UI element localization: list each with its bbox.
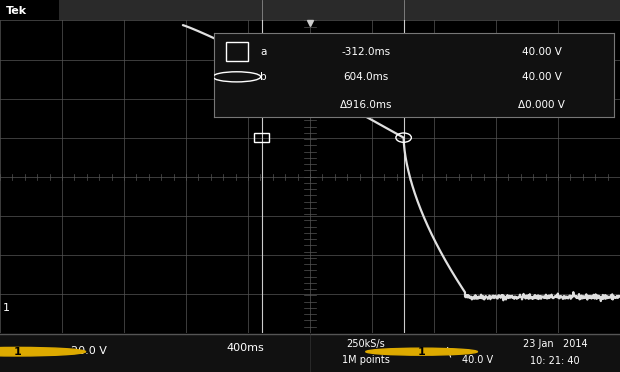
Text: 1: 1 — [14, 347, 21, 357]
Text: 23 Jan   2014: 23 Jan 2014 — [523, 339, 587, 349]
Circle shape — [0, 347, 86, 356]
Bar — [499, 334, 620, 372]
Text: \: \ — [448, 346, 451, 359]
Text: 20.0 V: 20.0 V — [71, 346, 107, 356]
Circle shape — [366, 348, 477, 355]
Text: 40.00 V: 40.00 V — [522, 46, 562, 57]
Text: a: a — [260, 46, 266, 57]
Bar — [254, 133, 269, 142]
Text: 40.0 V: 40.0 V — [462, 355, 493, 365]
Bar — [0, 334, 245, 372]
Text: 250kS/s: 250kS/s — [347, 339, 385, 349]
Text: Δ916.0ms: Δ916.0ms — [340, 100, 392, 110]
Text: b: b — [260, 72, 267, 82]
Text: 1M points: 1M points — [342, 355, 390, 365]
Text: b: b — [400, 7, 407, 17]
Text: 1: 1 — [418, 347, 425, 357]
Text: 10: 21: 40: 10: 21: 40 — [530, 356, 580, 366]
Bar — [226, 42, 248, 61]
Bar — [245, 334, 499, 372]
Text: 40.00 V: 40.00 V — [522, 72, 562, 82]
Text: Tek: Tek — [6, 6, 27, 16]
Text: Δ0.000 V: Δ0.000 V — [518, 100, 565, 110]
Text: -312.0ms: -312.0ms — [341, 46, 391, 57]
Text: 400ms: 400ms — [226, 343, 264, 353]
Text: 604.0ms: 604.0ms — [343, 72, 389, 82]
Text: 1: 1 — [3, 303, 10, 313]
Text: a: a — [259, 7, 265, 17]
